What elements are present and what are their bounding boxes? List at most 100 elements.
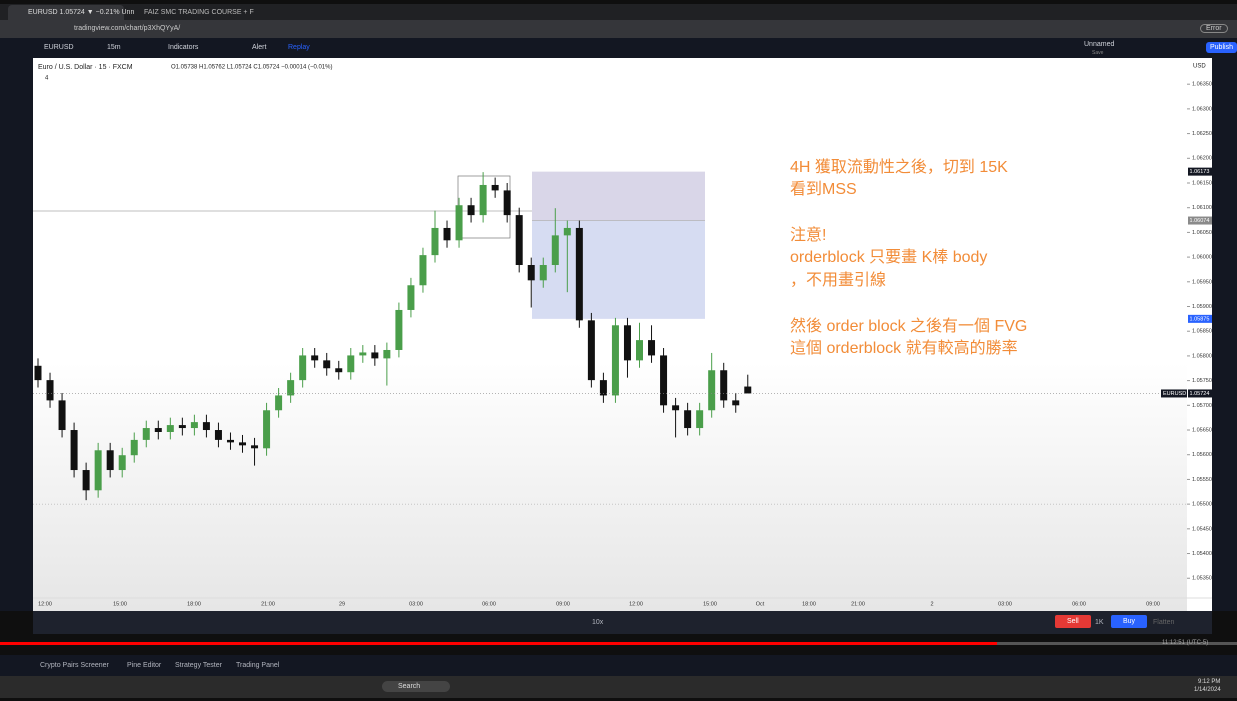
candle-body — [491, 184, 499, 191]
candle-body — [611, 325, 619, 396]
indicators[interactable]: Indicators — [168, 44, 199, 51]
candle-body — [299, 355, 307, 381]
candle-body — [720, 370, 728, 401]
candle-body — [275, 395, 283, 411]
candle-body — [648, 340, 656, 356]
price-label: 1.06074 — [1190, 218, 1210, 224]
candle-body — [239, 442, 247, 446]
address-bar: tradingview.com/chart/p3XhQYyA/ Error — [0, 20, 1237, 38]
y-tick-label: 1.05750 — [1192, 378, 1212, 384]
y-tick-label: 1.05900 — [1192, 304, 1212, 310]
price-label-bg — [1188, 389, 1212, 398]
tab-title: EURUSD 1.05724 ▼ −0.21% Unn — [28, 9, 135, 16]
taskbar: Search 9:12 PM 1/14/2024 — [0, 676, 1237, 698]
layout-name[interactable]: Unnamed — [1084, 41, 1115, 48]
candle-body — [479, 184, 487, 216]
publish-button[interactable]: Publish — [1206, 42, 1237, 53]
profile[interactable]: Error — [1200, 24, 1228, 33]
x-tick-label: 09:00 — [1146, 601, 1160, 607]
price-label: 1.05724 — [1190, 391, 1210, 397]
y-tick-label: 1.05450 — [1192, 526, 1212, 532]
url[interactable]: tradingview.com/chart/p3XhQYyA/ — [74, 25, 181, 32]
panel-tab[interactable]: Strategy Tester — [175, 662, 222, 669]
candle-body — [82, 470, 90, 491]
panel-tab[interactable]: Pine Editor — [127, 662, 162, 669]
candle-body — [527, 265, 535, 281]
candle-body — [214, 430, 222, 440]
candle-body — [371, 352, 379, 359]
price-label: 1.05875 — [1190, 316, 1210, 322]
currency: USD — [1193, 64, 1206, 70]
tab[interactable]: FAIZ SMC TRADING COURSE + F — [126, 5, 254, 20]
save[interactable]: Save — [1092, 50, 1104, 56]
replay-speed[interactable]: 10x — [592, 619, 604, 626]
y-tick-label: 1.05400 — [1192, 551, 1212, 557]
search-box[interactable]: Search — [382, 681, 451, 692]
price-label-bg — [1188, 314, 1212, 323]
y-tick-label: 1.06000 — [1192, 255, 1212, 261]
tab[interactable]: EURUSD 1.05724 ▼ −0.21% Unn — [8, 5, 134, 20]
candle-body — [503, 190, 511, 216]
date: 1/14/2024 — [1194, 687, 1221, 693]
candle-body — [323, 360, 331, 369]
y-tick-label: 1.06100 — [1192, 205, 1212, 211]
annotation-line: 4H 獲取流動性之後，切到 15K — [790, 158, 1008, 176]
x-tick-label: 06:00 — [482, 601, 496, 607]
candle-body — [166, 425, 174, 432]
panel-tab[interactable]: Trading Panel — [236, 662, 280, 669]
x-tick-label: 06:00 — [1072, 601, 1086, 607]
candle-body — [287, 380, 295, 396]
flatten-button[interactable]: Flatten — [1153, 619, 1175, 626]
bottom-panel: Crypto Pairs Screener Pine Editor Strate… — [0, 655, 1237, 676]
y-tick-label: 1.05850 — [1192, 329, 1212, 335]
y-tick-label: 1.06350 — [1192, 82, 1212, 88]
y-tick-label: 1.05800 — [1192, 353, 1212, 359]
candle-body — [190, 422, 198, 429]
symbol[interactable]: EURUSD — [44, 44, 74, 51]
candle-body — [142, 428, 150, 440]
left-toolbar — [0, 58, 33, 611]
candle-body — [575, 227, 583, 321]
x-tick-label: 09:00 — [556, 601, 570, 607]
candle-body — [563, 227, 571, 236]
y-tick-label: 1.05350 — [1192, 576, 1212, 582]
sell-button[interactable]: Sell — [1055, 615, 1091, 628]
candle-body — [732, 400, 740, 406]
annotation-line: 注意! — [790, 225, 826, 244]
chart: Euro / U.S. Dollar · 15 · FXCM O1.05738 … — [33, 58, 1212, 611]
candle-body — [335, 368, 343, 373]
x-tick-label: 21:00 — [261, 601, 275, 607]
price-label-bg — [1188, 216, 1212, 225]
replay[interactable]: Replay — [288, 44, 310, 51]
y-tick-label: 1.05650 — [1192, 427, 1212, 433]
price-label-bg — [1188, 167, 1212, 176]
annotation-line: orderblock 只要畫 K棒 body — [790, 248, 987, 266]
candle-body — [431, 227, 439, 256]
candle-body — [178, 425, 186, 429]
x-tick-label: 18:00 — [187, 601, 201, 607]
chart-title: Euro / U.S. Dollar · 15 · FXCM — [38, 64, 133, 71]
candle-body — [515, 215, 523, 266]
buy-button[interactable]: Buy — [1111, 615, 1148, 628]
alert[interactable]: Alert — [252, 44, 267, 51]
candle-body — [636, 340, 643, 361]
candle-body — [455, 205, 463, 241]
candle-body — [672, 405, 680, 411]
candle-body — [130, 439, 138, 456]
candle-body — [118, 455, 126, 471]
quantity[interactable]: 1K — [1095, 619, 1104, 626]
candle-body — [744, 386, 752, 394]
order-block-lower — [532, 220, 705, 319]
time: 9:12 PM — [1198, 679, 1221, 685]
tab-bar: EURUSD 1.05724 ▼ −0.21% Unn FAIZ SMC TRA… — [0, 4, 1237, 20]
x-tick-label: Oct — [756, 601, 765, 607]
candle-body — [383, 349, 391, 359]
interval[interactable]: 15m — [107, 44, 121, 51]
candle-body — [419, 255, 427, 286]
candle-body — [251, 445, 259, 449]
y-tick-label: 1.05500 — [1192, 502, 1212, 508]
candle-body — [684, 410, 692, 429]
panel-tab[interactable]: Crypto Pairs Screener — [40, 662, 109, 669]
candle-body — [70, 430, 78, 471]
